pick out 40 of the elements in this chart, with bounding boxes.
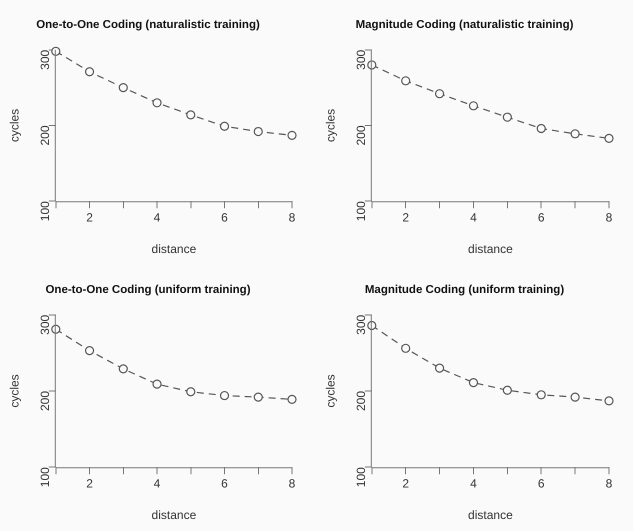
y-axis-title: cycles [8, 108, 22, 142]
x-axis-title: distance [468, 508, 514, 522]
x-tick-label: 8 [606, 210, 613, 225]
y-axis-title: cycles [324, 108, 338, 142]
y-tick-label: 200 [38, 390, 52, 412]
x-tick-label: 8 [606, 476, 613, 491]
x-tick-label: 6 [221, 210, 228, 225]
x-tick-label: 6 [538, 476, 545, 491]
y-tick-label: 200 [354, 390, 368, 412]
x-axis-title: distance [468, 242, 514, 256]
y-tick-label: 300 [38, 314, 52, 335]
x-axis-title: distance [152, 508, 197, 522]
x-tick-label: 2 [86, 476, 94, 491]
y-axis-title: cycles [8, 374, 22, 408]
y-tick-label: 200 [38, 125, 52, 146]
chart-title: Magnitude Coding (naturalistic training) [356, 19, 574, 32]
x-tick-label: 2 [402, 210, 410, 225]
chart-title: One-to-One Coding (naturalistic training) [36, 19, 260, 32]
x-tick-label: 4 [470, 476, 478, 491]
y-tick-label: 100 [38, 466, 52, 488]
x-tick-label: 8 [288, 476, 296, 491]
y-tick-label: 100 [354, 466, 368, 488]
x-tick-label: 6 [221, 476, 228, 491]
y-tick-label: 300 [354, 314, 368, 335]
x-tick-label: 8 [288, 210, 296, 225]
y-tick-label: 200 [354, 125, 368, 146]
chart-title: Magnitude Coding (uniform training) [364, 284, 564, 296]
x-tick-label: 2 [86, 210, 94, 225]
x-tick-label: 4 [154, 210, 161, 225]
x-axis-title: distance [152, 242, 197, 256]
x-tick-label: 2 [402, 476, 410, 491]
y-tick-label: 300 [38, 49, 52, 70]
x-tick-label: 4 [470, 210, 478, 225]
y-tick-label: 100 [38, 200, 52, 222]
chart-title: One-to-One Coding (uniform training) [45, 284, 251, 296]
y-tick-label: 100 [354, 200, 368, 222]
x-tick-label: 6 [538, 210, 545, 225]
y-axis-title: cycles [324, 374, 338, 408]
x-tick-label: 4 [154, 476, 161, 491]
y-tick-label: 300 [354, 49, 368, 70]
